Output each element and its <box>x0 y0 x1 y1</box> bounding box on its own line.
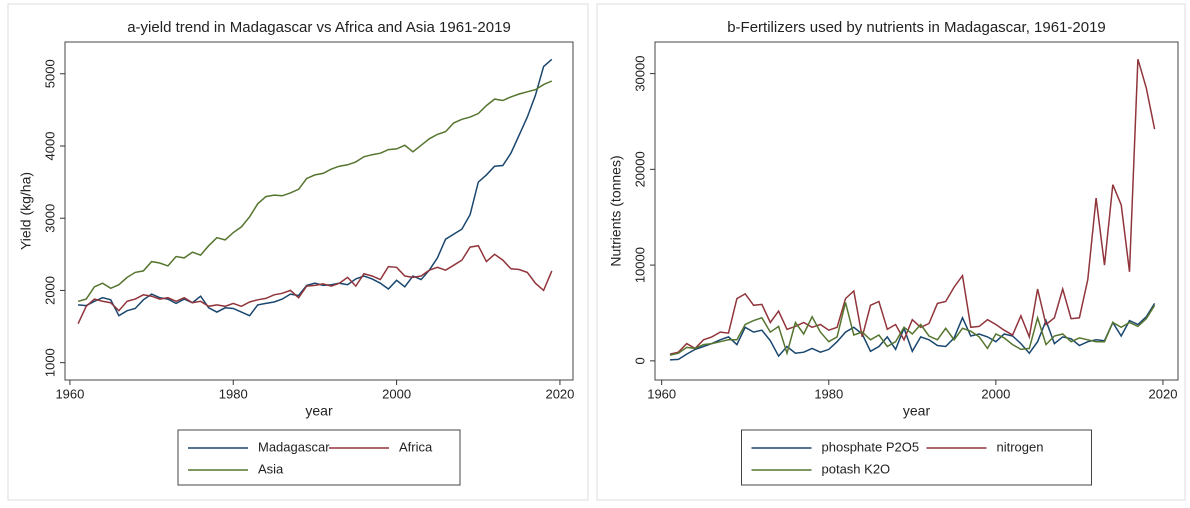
plot-area <box>64 41 574 381</box>
y-tick-label: 30000 <box>632 56 647 92</box>
y-axis-label: Yield (kg/ha) <box>18 172 34 250</box>
y-tick-label: 3000 <box>42 204 57 233</box>
y-tick-label: 1000 <box>42 348 57 377</box>
y-tick-label: 5000 <box>42 59 57 88</box>
chart-title: b-Fertilizers used by nutrients in Madag… <box>727 19 1106 36</box>
legend-label: Africa <box>399 439 433 454</box>
x-tick-label: 2020 <box>1149 386 1178 401</box>
chart-title: a-yield trend in Madagascar vs Africa an… <box>127 19 511 36</box>
x-tick-label: 2000 <box>382 386 411 401</box>
y-tick-label: 2000 <box>42 276 57 305</box>
x-tick-label: 1960 <box>55 386 84 401</box>
y-tick-label: 20000 <box>632 151 647 187</box>
series-line <box>669 58 1156 355</box>
y-tick-label: 0 <box>632 357 647 364</box>
series-line <box>77 80 553 303</box>
x-tick-label: 1980 <box>219 386 248 401</box>
legend-label: Asia <box>258 461 284 476</box>
legend-label: nitrogen <box>997 439 1044 454</box>
series-line <box>77 244 553 325</box>
y-axis-label: Nutrients (tonnes) <box>608 155 624 266</box>
x-tick-label: 1960 <box>647 386 676 401</box>
legend-label: potash K2O <box>822 461 891 476</box>
x-axis-label: year <box>305 403 333 419</box>
legend-label: Madagascar <box>258 439 330 454</box>
legend-label: phosphate P2O5 <box>822 439 920 454</box>
y-tick-label: 10000 <box>632 247 647 283</box>
series-line <box>78 58 553 317</box>
legend-box <box>177 429 461 486</box>
x-tick-label: 1980 <box>814 386 843 401</box>
x-tick-label: 2000 <box>981 386 1010 401</box>
x-axis-label: year <box>903 403 931 419</box>
x-tick-label: 2020 <box>545 386 574 401</box>
series-line <box>669 302 1156 356</box>
legend-box <box>741 429 1092 486</box>
y-tick-label: 4000 <box>42 132 57 161</box>
